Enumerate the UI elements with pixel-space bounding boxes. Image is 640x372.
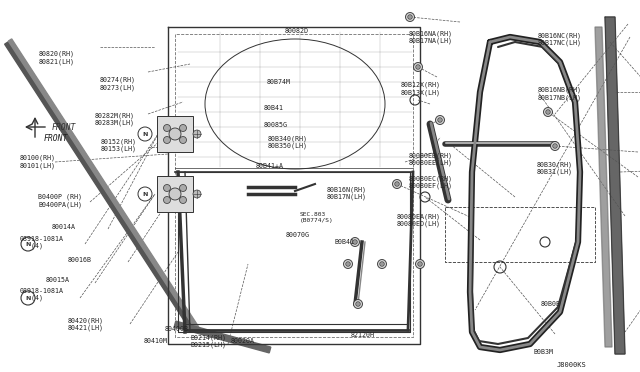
Text: 80274(RH)
80273(LH): 80274(RH) 80273(LH)	[99, 77, 135, 91]
Text: 80B16NC(RH)
80B17NC(LH): 80B16NC(RH) 80B17NC(LH)	[538, 32, 582, 46]
Text: N: N	[142, 192, 148, 196]
Circle shape	[418, 262, 422, 266]
Circle shape	[169, 188, 181, 200]
Text: 80020A: 80020A	[230, 339, 254, 344]
Circle shape	[353, 299, 362, 308]
Text: B0400P (RH)
B0400PA(LH): B0400P (RH) B0400PA(LH)	[38, 194, 83, 208]
Text: 08918-1081A
   (4): 08918-1081A (4)	[19, 288, 63, 301]
Polygon shape	[174, 321, 271, 353]
Text: J8000KS: J8000KS	[557, 362, 586, 368]
Text: 80152(RH)
80153(LH): 80152(RH) 80153(LH)	[101, 138, 137, 152]
Polygon shape	[605, 17, 625, 354]
Circle shape	[435, 115, 445, 125]
Text: 80B41+A: 80B41+A	[256, 163, 284, 169]
Circle shape	[163, 196, 170, 203]
Text: 08918-1081A
   (4): 08918-1081A (4)	[19, 236, 63, 249]
Text: SEC.803
(B0774/S): SEC.803 (B0774/S)	[300, 212, 333, 223]
Circle shape	[351, 237, 360, 247]
Circle shape	[179, 125, 186, 131]
Circle shape	[406, 13, 415, 22]
Circle shape	[346, 262, 350, 266]
Text: N: N	[26, 295, 31, 301]
Circle shape	[415, 260, 424, 269]
Circle shape	[193, 130, 201, 138]
Text: 80070G: 80070G	[285, 232, 310, 238]
Text: N: N	[26, 241, 31, 247]
Circle shape	[378, 260, 387, 269]
Circle shape	[413, 62, 422, 71]
Text: B0214(RH)
B0215(LH): B0214(RH) B0215(LH)	[191, 334, 227, 349]
Circle shape	[392, 180, 401, 189]
Circle shape	[353, 240, 357, 244]
Circle shape	[543, 108, 552, 116]
Text: 80B340(RH)
80B350(LH): 80B340(RH) 80B350(LH)	[268, 135, 307, 149]
Polygon shape	[8, 39, 198, 329]
Circle shape	[193, 190, 201, 198]
Polygon shape	[595, 27, 612, 347]
Text: 80016B: 80016B	[67, 257, 92, 263]
Circle shape	[380, 262, 384, 266]
Circle shape	[179, 137, 186, 144]
Circle shape	[395, 182, 399, 186]
Text: B0B41: B0B41	[334, 239, 354, 245]
Text: FRONT: FRONT	[52, 124, 76, 132]
Text: 80B12X(RH)
80B13X(LH): 80B12X(RH) 80B13X(LH)	[401, 81, 440, 96]
Text: 80100(RH)
80101(LH): 80100(RH) 80101(LH)	[19, 155, 55, 169]
Circle shape	[179, 185, 186, 192]
Circle shape	[438, 118, 442, 122]
Text: 80080EA(RH)
80080ED(LH): 80080EA(RH) 80080ED(LH)	[397, 213, 441, 227]
Text: 80B74M: 80B74M	[266, 79, 291, 85]
Text: 80420(RH)
80421(LH): 80420(RH) 80421(LH)	[67, 317, 103, 331]
Text: 80080EB(RH)
80080EE(LH): 80080EB(RH) 80080EE(LH)	[408, 152, 452, 166]
FancyBboxPatch shape	[157, 116, 193, 152]
Text: 80B16NA(RH)
80B17NA(LH): 80B16NA(RH) 80B17NA(LH)	[408, 30, 452, 44]
Circle shape	[356, 302, 360, 306]
Circle shape	[163, 185, 170, 192]
Text: 80B16N(RH)
80B17N(LH): 80B16N(RH) 80B17N(LH)	[326, 186, 366, 201]
Text: 80B41: 80B41	[264, 105, 284, 111]
Text: 80410M: 80410M	[144, 339, 168, 344]
Circle shape	[408, 15, 412, 19]
Circle shape	[163, 137, 170, 144]
Circle shape	[179, 196, 186, 203]
Polygon shape	[4, 40, 198, 332]
Text: 80082D: 80082D	[285, 28, 309, 34]
Circle shape	[546, 110, 550, 114]
Text: 82120H: 82120H	[351, 332, 375, 338]
Text: FRONT: FRONT	[44, 134, 68, 143]
Text: 80820(RH)
80821(LH): 80820(RH) 80821(LH)	[38, 51, 74, 65]
Circle shape	[169, 128, 181, 140]
Text: 80015A: 80015A	[46, 277, 70, 283]
Circle shape	[553, 144, 557, 148]
Text: 80B0E: 80B0E	[540, 301, 560, 307]
Text: N: N	[142, 131, 148, 137]
Circle shape	[550, 141, 559, 151]
Circle shape	[416, 65, 420, 69]
Text: 80014A: 80014A	[51, 224, 76, 230]
Text: 80B30(RH)
80B31(LH): 80B30(RH) 80B31(LH)	[536, 161, 572, 175]
Text: 80282M(RH)
80283M(LH): 80282M(RH) 80283M(LH)	[95, 112, 135, 126]
Text: B0B3M: B0B3M	[534, 349, 554, 355]
Circle shape	[344, 260, 353, 269]
Text: 80085G: 80085G	[264, 122, 288, 128]
Text: 80B16NB(RH)
80B17NB(LH): 80B16NB(RH) 80B17NB(LH)	[538, 87, 582, 101]
Text: 80400B: 80400B	[165, 326, 189, 332]
Circle shape	[163, 125, 170, 131]
Text: 80080EC(RH)
80080EF(LH): 80080EC(RH) 80080EF(LH)	[408, 175, 452, 189]
FancyBboxPatch shape	[157, 176, 193, 212]
